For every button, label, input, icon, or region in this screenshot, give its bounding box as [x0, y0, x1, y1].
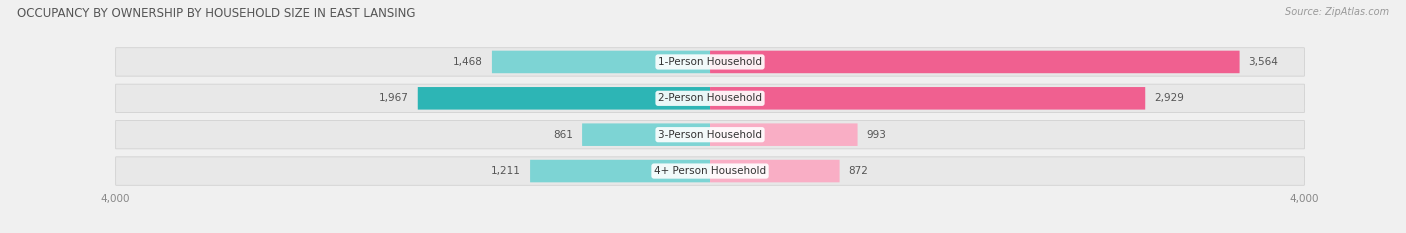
Text: 3-Person Household: 3-Person Household [658, 130, 762, 140]
Text: 1,468: 1,468 [453, 57, 484, 67]
FancyBboxPatch shape [710, 87, 1146, 110]
FancyBboxPatch shape [710, 51, 1240, 73]
FancyBboxPatch shape [115, 48, 1305, 76]
FancyBboxPatch shape [418, 87, 710, 110]
Text: 861: 861 [554, 130, 574, 140]
Text: Source: ZipAtlas.com: Source: ZipAtlas.com [1285, 7, 1389, 17]
FancyBboxPatch shape [115, 120, 1305, 149]
Text: 1,211: 1,211 [491, 166, 522, 176]
Text: OCCUPANCY BY OWNERSHIP BY HOUSEHOLD SIZE IN EAST LANSING: OCCUPANCY BY OWNERSHIP BY HOUSEHOLD SIZE… [17, 7, 415, 20]
FancyBboxPatch shape [115, 157, 1305, 185]
Text: 1,967: 1,967 [380, 93, 409, 103]
Text: 1-Person Household: 1-Person Household [658, 57, 762, 67]
FancyBboxPatch shape [582, 123, 710, 146]
Text: 2-Person Household: 2-Person Household [658, 93, 762, 103]
Text: 4+ Person Household: 4+ Person Household [654, 166, 766, 176]
Text: 2,929: 2,929 [1154, 93, 1184, 103]
FancyBboxPatch shape [492, 51, 710, 73]
FancyBboxPatch shape [530, 160, 710, 182]
FancyBboxPatch shape [115, 84, 1305, 113]
Text: 872: 872 [848, 166, 869, 176]
Text: 3,564: 3,564 [1249, 57, 1278, 67]
FancyBboxPatch shape [710, 160, 839, 182]
FancyBboxPatch shape [710, 123, 858, 146]
Text: 993: 993 [866, 130, 886, 140]
